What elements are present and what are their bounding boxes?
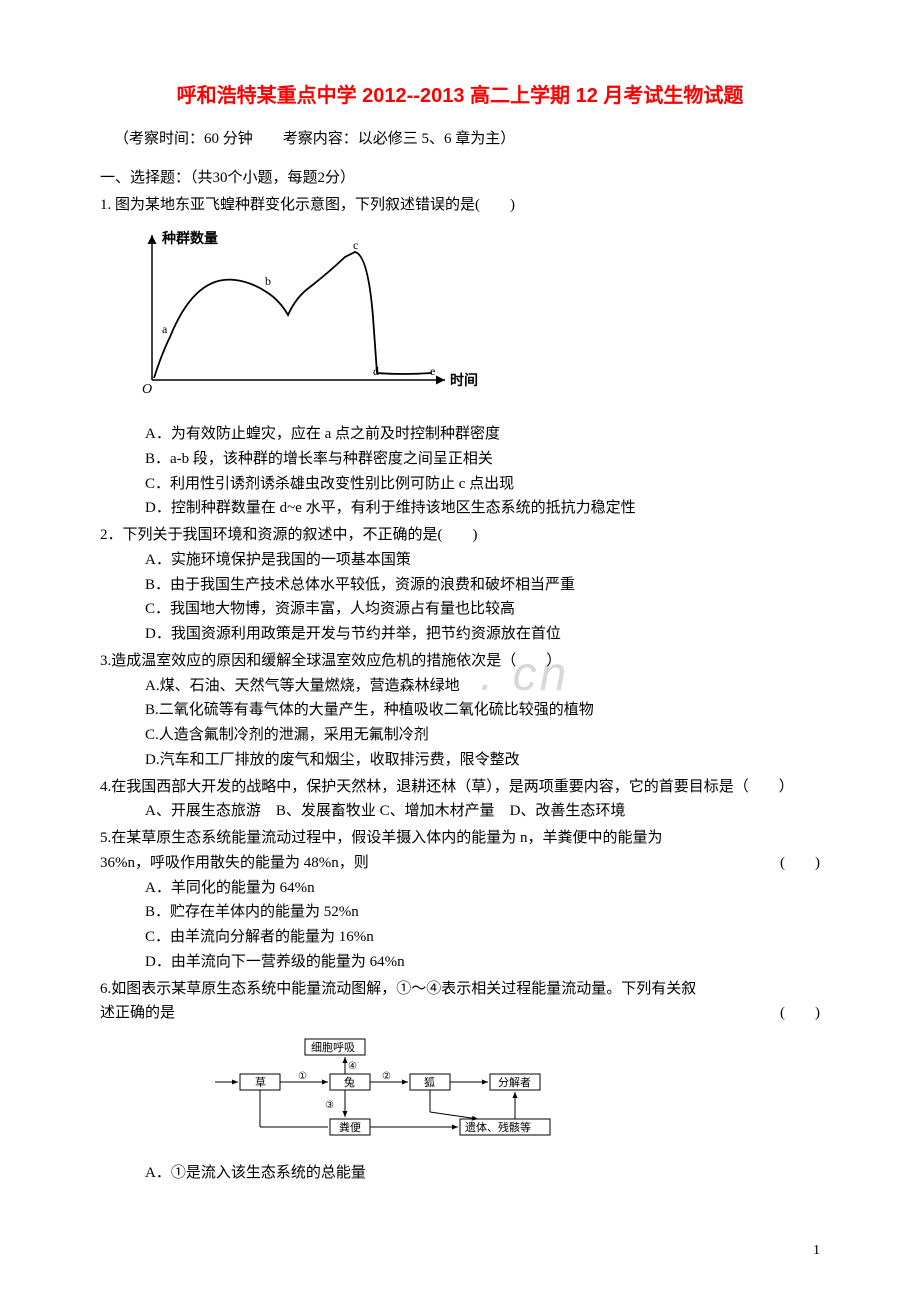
q5-option-b: B．贮存在羊体内的能量为 52%n	[145, 900, 820, 925]
question-5: 5.在某草原生态系统能量流动过程中，假设羊摄入体内的能量为 n，羊粪便中的能量为…	[100, 826, 820, 975]
svg-text:O: O	[142, 382, 152, 397]
svg-text:狐: 狐	[424, 1075, 435, 1089]
population-chart: 种群数量 时间 O a b c d e	[140, 225, 480, 405]
svg-text:③: ③	[325, 1100, 334, 1111]
svg-text:②: ②	[382, 1071, 391, 1082]
question-3: 3.造成温室效应的原因和缓解全球温室效应危机的措施依次是（ ） A.煤、石油、天…	[100, 649, 820, 773]
question-2: 2．下列关于我国环境和资源的叙述中，不正确的是( ) A．实施环境保护是我国的一…	[100, 523, 820, 647]
svg-text:a: a	[162, 322, 168, 336]
q6-option-a: A．①是流入该生态系统的总能量	[145, 1161, 820, 1186]
q2-option-a: A．实施环境保护是我国的一项基本国策	[145, 548, 820, 573]
q6-diagram: 细胞呼吸 草 兔 狐 分解者 粪便 遗体、残骸等 ① ②	[210, 1034, 820, 1153]
q4-options: A、开展生态旅游 B、发展畜牧业 C、增加木材产量 D、改善生态环境	[145, 799, 820, 824]
svg-text:e: e	[430, 364, 435, 378]
svg-text:兔: 兔	[344, 1075, 355, 1089]
q6-stem-line1: 6.如图表示某草原生态系统中能量流动图解，①～④表示相关过程能量流动量。下列有关…	[100, 977, 820, 1002]
svg-text:分解者: 分解者	[498, 1075, 531, 1089]
q3-option-c: C.人造含氟制冷剂的泄漏，采用无氟制冷剂	[145, 723, 820, 748]
q3-option-b: B.二氧化硫等有毒气体的大量产生，种植吸收二氧化硫比较强的植物	[145, 698, 820, 723]
q1-chart: 种群数量 时间 O a b c d e	[140, 225, 820, 414]
q5-stem-line1: 5.在某草原生态系统能量流动过程中，假设羊摄入体内的能量为 n，羊粪便中的能量为	[100, 826, 820, 851]
document-title: 呼和浩特某重点中学 2012--2013 高二上学期 12 月考试生物试题	[100, 80, 820, 113]
svg-text:草: 草	[255, 1076, 266, 1089]
q1-option-b: B．a-b 段，该种群的增长率与种群密度之间呈正相关	[145, 447, 820, 472]
q5-option-a: A．羊同化的能量为 64%n	[145, 876, 820, 901]
svg-text:遗体、残骸等: 遗体、残骸等	[465, 1120, 531, 1134]
svg-text:粪便: 粪便	[339, 1120, 361, 1134]
q5-option-d: D．由羊流向下一营养级的能量为 64%n	[145, 950, 820, 975]
svg-text:细胞呼吸: 细胞呼吸	[311, 1041, 355, 1054]
section-1-head: 一、选择题：（共30个小题，每题2分）	[100, 166, 820, 191]
question-6: 6.如图表示某草原生态系统中能量流动图解，①～④表示相关过程能量流动量。下列有关…	[100, 977, 820, 1186]
svg-text:④: ④	[348, 1061, 357, 1072]
q3-stem: 3.造成温室效应的原因和缓解全球温室效应危机的措施依次是（ ）	[100, 649, 820, 674]
question-4: 4.在我国西部大开发的战略中，保护天然林，退耕还林（草），是两项重要内容，它的首…	[100, 775, 820, 825]
q1-option-d: D．控制种群数量在 d~e 水平，有利于维持该地区生态系统的抵抗力稳定性	[145, 496, 820, 521]
svg-text:c: c	[353, 238, 358, 252]
svg-text:b: b	[265, 274, 271, 288]
page-number: 1	[813, 1239, 820, 1262]
q2-stem: 2．下列关于我国环境和资源的叙述中，不正确的是( )	[100, 523, 820, 548]
svg-text:d: d	[373, 364, 379, 378]
q6-stem-line2: 述正确的是 ( )	[100, 1001, 820, 1026]
exam-info: （考察时间：60 分钟 考察内容：以必修三 5、6 章为主）	[114, 127, 820, 152]
energy-flow-diagram: 细胞呼吸 草 兔 狐 分解者 粪便 遗体、残骸等 ① ②	[210, 1034, 610, 1144]
q1-option-c: C．利用性引诱剂诱杀雄虫改变性别比例可防止 c 点出现	[145, 472, 820, 497]
q5-option-c: C．由羊流向分解者的能量为 16%n	[145, 925, 820, 950]
q4-stem: 4.在我国西部大开发的战略中，保护天然林，退耕还林（草），是两项重要内容，它的首…	[100, 775, 820, 800]
q3-option-a: A.煤、石油、天然气等大量燃烧，营造森林绿地	[145, 674, 820, 699]
q2-option-b: B．由于我国生产技术总体水平较低，资源的浪费和破坏相当严重	[145, 573, 820, 598]
q5-stem-line2: 36%n，呼吸作用散失的能量为 48%n，则 ( )	[100, 851, 820, 876]
q2-option-c: C．我国地大物博，资源丰富，人均资源占有量也比较高	[145, 597, 820, 622]
q3-option-d: D.汽车和工厂排放的废气和烟尘，收取排污费，限令整改	[145, 748, 820, 773]
q2-option-d: D．我国资源利用政策是开发与节约并举，把节约资源放在首位	[145, 622, 820, 647]
q1-stem: 1. 图为某地东亚飞蝗种群变化示意图，下列叙述错误的是( )	[100, 193, 820, 218]
question-1: 1. 图为某地东亚飞蝗种群变化示意图，下列叙述错误的是( ) 种群数量 时间 O…	[100, 193, 820, 522]
svg-text:①: ①	[298, 1071, 307, 1082]
q1-option-a: A．为有效防止蝗灾，应在 a 点之前及时控制种群密度	[145, 422, 820, 447]
svg-text:时间: 时间	[450, 372, 478, 389]
svg-text:种群数量: 种群数量	[161, 230, 218, 247]
